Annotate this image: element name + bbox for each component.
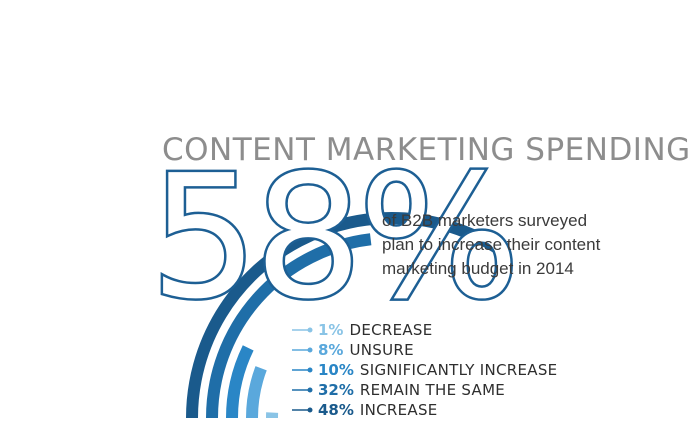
legend: 1% DECREASE 8% UNSURE 10% SIGNIFICANTLY INCRE… xyxy=(292,321,557,419)
legend-label-remain-the-same: REMAIN THE SAME xyxy=(360,381,505,399)
headline-description-line-3: marketing budget in 2014 xyxy=(382,259,574,278)
arc-remain-the-same xyxy=(206,233,372,419)
legend-label-unsure: UNSURE xyxy=(349,341,413,359)
legend-entry-unsure: 8% UNSURE xyxy=(318,341,414,359)
legend-entry-decrease: 1% DECREASE xyxy=(318,321,433,339)
legend-value-significantly-increase: 10% xyxy=(318,361,354,379)
legend-label-increase: INCREASE xyxy=(360,401,438,419)
legend-dot-decrease xyxy=(307,327,313,333)
legend-dot-significantly-increase xyxy=(307,367,313,373)
chart-title: CONTENT MARKETING SPENDING xyxy=(162,132,691,168)
legend-value-increase: 48% xyxy=(318,401,354,419)
arc-unsure xyxy=(246,366,267,419)
arc-increase xyxy=(186,212,510,419)
legend-label-significantly-increase: SIGNIFICANTLY INCREASE xyxy=(360,361,558,379)
legend-entry-increase: 48% INCREASE xyxy=(318,401,438,419)
legend-entry-remain-the-same: 32% REMAIN THE SAME xyxy=(318,381,505,399)
arc-series-group xyxy=(186,212,510,419)
legend-value-unsure: 8% xyxy=(318,341,343,359)
legend-label-decrease: DECREASE xyxy=(349,321,432,339)
legend-value-decrease: 1% xyxy=(318,321,343,339)
legend-dot-increase xyxy=(307,407,313,413)
legend-dot-unsure xyxy=(307,347,313,353)
legend-dot-remain-the-same xyxy=(307,387,313,393)
arc-significantly-increase xyxy=(226,345,254,419)
legend-entry-significantly-increase: 10% SIGNIFICANTLY INCREASE xyxy=(318,361,557,379)
headline-description-line-2: plan to increase their content xyxy=(382,235,601,254)
headline-description-line-1: of B2B marketers surveyed xyxy=(382,211,587,230)
headline-percentage: 58% xyxy=(150,139,516,337)
legend-value-remain-the-same: 32% xyxy=(318,381,354,399)
